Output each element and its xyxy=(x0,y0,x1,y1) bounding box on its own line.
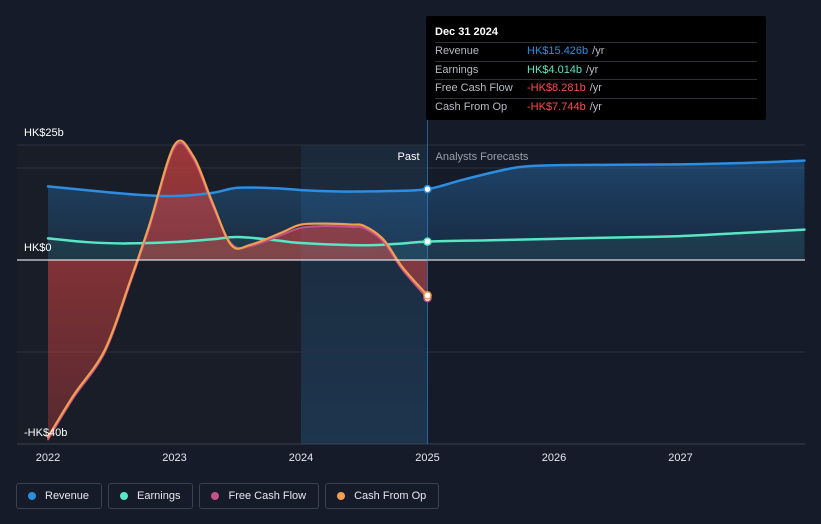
y-tick-label: HK$25b xyxy=(24,127,64,139)
tooltip-row-free-cash-flow: Free Cash Flow -HK$8.281b /yr xyxy=(435,79,757,98)
tooltip-unit: /yr xyxy=(586,63,599,76)
tooltip-value: HK$15.426b xyxy=(527,45,589,57)
legend-item-cash-from-op[interactable]: Cash From Op xyxy=(325,483,440,509)
forecast-label: Analysts Forecasts xyxy=(436,151,529,163)
legend-label: Cash From Op xyxy=(354,490,427,502)
x-tick-label: 2027 xyxy=(668,452,692,464)
tooltip-row-earnings: Earnings HK$4.014b /yr xyxy=(435,60,757,80)
x-tick-label: 2023 xyxy=(162,452,186,464)
free-cash-flow-area xyxy=(48,142,428,440)
legend-item-free-cash-flow[interactable]: Free Cash Flow xyxy=(199,483,320,509)
earnings-dot-icon xyxy=(120,492,129,500)
x-tick-label: 2026 xyxy=(542,452,566,464)
tooltip-date: Dec 31 2024 xyxy=(435,26,498,38)
endpoint-markers xyxy=(423,184,432,303)
free-cash-flow-dot-icon xyxy=(211,492,220,500)
tooltip-unit: /yr xyxy=(589,100,602,113)
tooltip-value: HK$4.014b xyxy=(527,63,583,76)
past-label: Past xyxy=(397,151,419,163)
tooltip-label: Earnings xyxy=(435,63,479,76)
cash-from-op-dot-icon xyxy=(337,492,346,500)
y-axis: HK$25b HK$0 -HK$40b xyxy=(24,127,67,439)
tooltip-unit: /yr xyxy=(589,82,602,94)
tooltip-label: Revenue xyxy=(435,45,480,57)
tooltip-label: Cash From Op xyxy=(435,100,508,113)
earnings-line xyxy=(46,228,806,247)
x-tick-label: 2025 xyxy=(415,452,439,464)
cash-from-op-line xyxy=(46,139,429,439)
tooltip-row-revenue: Revenue HK$15.426b /yr xyxy=(435,42,757,61)
tooltip-unit: /yr xyxy=(592,45,605,57)
tooltip: Dec 31 2024 Revenue HK$15.426b /yr Earni… xyxy=(426,16,766,120)
legend-label: Free Cash Flow xyxy=(228,490,307,502)
x-tick-label: 2024 xyxy=(289,452,313,464)
legend-label: Earnings xyxy=(137,490,181,502)
tooltip-label: Free Cash Flow xyxy=(435,82,513,94)
x-tick-label: 2022 xyxy=(36,452,60,464)
revenue-area xyxy=(48,160,805,260)
cash-from-op-marker xyxy=(423,291,432,300)
revenue-line xyxy=(46,159,806,198)
earnings-marker xyxy=(423,237,432,246)
y-tick-label: -HK$40b xyxy=(24,427,67,439)
revenue-dot-icon xyxy=(28,492,36,500)
legend-item-revenue[interactable]: Revenue xyxy=(16,483,103,509)
legend-item-earnings[interactable]: Earnings xyxy=(108,483,194,509)
revenue-marker xyxy=(423,184,432,194)
tooltip-row-cash-from-op: Cash From Op -HK$7.744b /yr xyxy=(435,97,757,117)
legend: Revenue Earnings Free Cash Flow Cash Fro… xyxy=(16,483,440,509)
legend-label: Revenue xyxy=(45,490,90,502)
x-axis: 2022 2023 2024 2025 2026 2027 xyxy=(36,452,693,464)
y-tick-label: HK$0 xyxy=(24,242,52,254)
series-lines xyxy=(46,139,806,441)
tooltip-value: -HK$7.744b xyxy=(527,100,586,113)
tooltip-value: -HK$8.281b xyxy=(527,82,586,94)
